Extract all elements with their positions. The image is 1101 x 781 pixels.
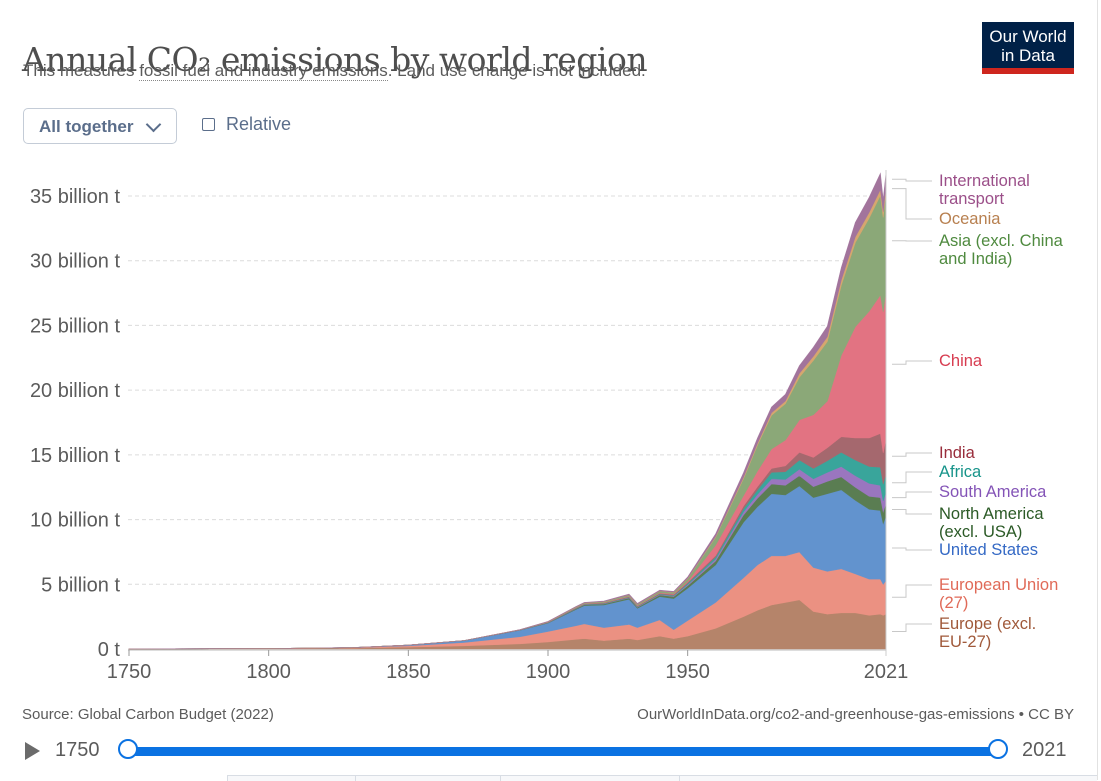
legend-label: transport: [939, 190, 1005, 208]
x-tick-label: 1750: [107, 661, 152, 683]
legend-connector: [892, 624, 932, 632]
legend-item[interactable]: United States: [892, 541, 1038, 559]
stacked-area-chart: 0 t 5 billion t 10 billion t 15 billion t 20…: [0, 0, 1101, 700]
legend-label: EU-27): [939, 633, 991, 651]
legend-connector: [892, 585, 932, 597]
play-icon[interactable]: [25, 742, 40, 760]
legend-label: European Union: [939, 576, 1058, 594]
y-tick-label: 30 billion t: [30, 251, 121, 273]
timeline: 1750 2021: [0, 735, 1101, 767]
legend-connector: [892, 189, 932, 219]
legend-connector: [892, 453, 932, 456]
legend-item[interactable]: Africa: [892, 463, 982, 483]
y-tick-label: 0 t: [98, 639, 121, 661]
legend-label: Oceania: [939, 210, 1001, 228]
y-tick-label: 20 billion t: [30, 380, 121, 402]
legend-label: International: [939, 172, 1030, 190]
legend-connector: [892, 510, 932, 515]
tab-divider: [355, 776, 356, 781]
y-axis-ticks: 0 t 5 billion t 10 billion t 15 billion t 20…: [30, 186, 121, 661]
x-tick-label: 1800: [246, 661, 291, 683]
legend-connector: [892, 492, 932, 498]
legend-label: India: [939, 444, 976, 462]
legend-label: China: [939, 352, 983, 370]
legend-label: and India): [939, 250, 1012, 268]
source-note: Source: Global Carbon Budget (2022): [22, 706, 274, 723]
timeline-range-track[interactable]: [128, 747, 998, 756]
legend-label: South America: [939, 483, 1047, 501]
timeline-start-handle[interactable]: [118, 739, 138, 759]
x-tick-label: 1850: [386, 661, 431, 683]
legend-connector: [892, 179, 932, 181]
y-tick-label: 15 billion t: [30, 445, 121, 467]
y-tick-label: 10 billion t: [30, 510, 121, 532]
legend-connector: [892, 548, 932, 550]
x-tick-label: 1950: [665, 661, 710, 683]
legend-label: (excl. USA): [939, 523, 1022, 541]
tab-divider: [227, 776, 228, 781]
legend-item[interactable]: North America(excl. USA): [892, 505, 1044, 541]
source-url-link[interactable]: OurWorldInData.org/co2-and-greenhouse-ga…: [637, 706, 1074, 723]
bottom-tab-bar: [227, 775, 1097, 781]
y-tick-label: 5 billion t: [41, 574, 120, 596]
area-series: [129, 173, 886, 649]
legend-label: (27): [939, 594, 968, 612]
x-tick-label: 1900: [526, 661, 571, 683]
legend-label: Asia (excl. China: [939, 232, 1064, 250]
legend-item[interactable]: South America: [892, 483, 1047, 501]
legend-connector: [892, 472, 932, 483]
tab-divider: [679, 776, 680, 781]
legend-label: United States: [939, 541, 1038, 559]
legend-item[interactable]: China: [892, 352, 983, 370]
legend-item[interactable]: Europe (excl.EU-27): [892, 615, 1036, 651]
legend-item[interactable]: European Union(27): [892, 576, 1058, 612]
timeline-end-year: 2021: [1022, 739, 1067, 762]
x-tick-label: 2021: [864, 661, 909, 683]
legend-label: Africa: [939, 463, 982, 481]
legend-label: North America: [939, 505, 1044, 523]
legend-connector: [892, 361, 932, 364]
legend-item[interactable]: India: [892, 444, 976, 462]
timeline-start-year: 1750: [55, 739, 100, 762]
legend-label: Europe (excl.: [939, 615, 1036, 633]
tab-divider: [500, 776, 501, 781]
timeline-end-handle[interactable]: [988, 739, 1008, 759]
y-tick-label: 35 billion t: [30, 186, 121, 208]
y-tick-label: 25 billion t: [30, 315, 121, 337]
